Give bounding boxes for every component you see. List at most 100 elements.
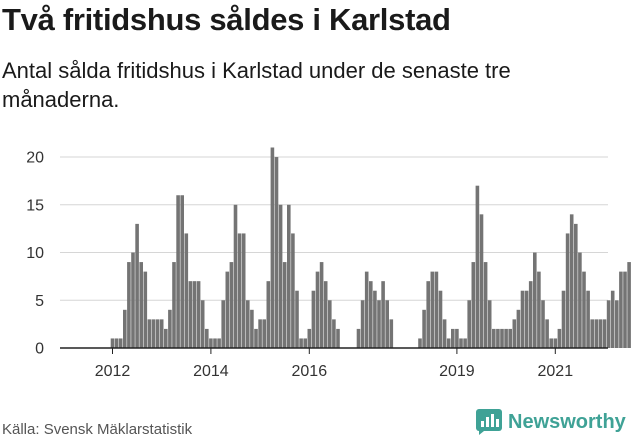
bar: [586, 290, 590, 348]
newsworthy-logo[interactable]: Newsworthy: [476, 409, 626, 435]
bar: [557, 328, 562, 348]
bar: [139, 262, 143, 348]
bar: [221, 300, 225, 348]
bar: [565, 233, 570, 348]
bar: [164, 328, 168, 348]
bar: [233, 204, 238, 348]
bar: [172, 262, 176, 348]
bar: [131, 252, 135, 348]
y-tick-label: 10: [26, 245, 44, 262]
bar: [311, 290, 316, 348]
bar: [184, 233, 189, 348]
bar: [155, 319, 160, 348]
bar: [217, 338, 221, 348]
source-note: Källa: Svensk Mäklarstatistik: [2, 421, 193, 438]
bar: [574, 223, 578, 348]
bar: [110, 338, 115, 348]
bar: [438, 290, 443, 348]
bar: [196, 281, 201, 348]
bar: [123, 309, 127, 348]
bar: [328, 300, 332, 348]
bars: [110, 147, 631, 348]
y-tick-label: 0: [35, 341, 44, 358]
bar: [471, 262, 476, 348]
bar: [270, 147, 275, 348]
bar: [492, 328, 496, 348]
bar: [205, 328, 209, 348]
bar: [487, 300, 492, 348]
bar: [307, 328, 312, 348]
bar: [180, 195, 184, 348]
bar: [537, 271, 541, 348]
bar: [615, 300, 619, 348]
bar: [582, 271, 586, 348]
x-tick-label: 2014: [193, 363, 229, 380]
bar: [209, 338, 213, 348]
bar: [143, 271, 148, 348]
bar: [323, 281, 328, 348]
bar: [451, 328, 455, 348]
bar: [188, 281, 193, 348]
bar: [463, 338, 467, 348]
bar: [176, 195, 180, 348]
bar: [303, 338, 307, 348]
bar: [200, 300, 205, 348]
bar: [430, 271, 435, 348]
bar: [315, 271, 320, 348]
bar: [590, 319, 594, 348]
bar: [291, 233, 295, 348]
bar: [287, 204, 291, 348]
bar: [319, 262, 324, 348]
bar: [225, 271, 230, 348]
bar: [516, 309, 521, 348]
bar: [250, 309, 254, 348]
bar: [282, 262, 287, 348]
newsworthy-logo-icon: [476, 409, 502, 435]
bar: [483, 262, 488, 348]
bar: [360, 300, 365, 348]
chart-title: Två fritidshus såldes i Karlstad: [2, 2, 451, 37]
bar: [127, 262, 131, 348]
bar: [549, 338, 553, 348]
bar: [151, 319, 156, 348]
bar: [541, 300, 545, 348]
bar: [610, 290, 615, 348]
bar: [528, 281, 533, 348]
bar: [508, 328, 512, 348]
x-tick-label: 2019: [439, 363, 475, 380]
bar: [553, 338, 558, 348]
bar: [192, 281, 197, 348]
bar: [520, 290, 525, 348]
bar: [369, 281, 373, 348]
y-tick-label: 20: [26, 150, 44, 167]
bar: [274, 157, 279, 348]
bar: [295, 290, 299, 348]
bar: [459, 338, 463, 348]
brand-name: Newsworthy: [508, 410, 626, 433]
bar: [602, 319, 607, 348]
bar: [496, 328, 500, 348]
bar: [373, 290, 377, 348]
bar: [594, 319, 599, 348]
bar: [479, 214, 484, 348]
bar: [533, 252, 537, 348]
bar: [500, 328, 504, 348]
bar: [135, 223, 139, 348]
bar: [578, 252, 582, 348]
y-axis-ticks: 0 5 10 15 20: [26, 150, 44, 358]
bar: [389, 319, 394, 348]
bar: [266, 281, 271, 348]
y-tick-label: 5: [35, 293, 44, 310]
bar: [229, 262, 234, 348]
bar: [254, 328, 258, 348]
bar: [426, 281, 430, 348]
x-axis-ticks: 201220142016201920212023: [95, 348, 573, 380]
chart-subtitle: Antal sålda fritidshus i Karlstad under …: [2, 58, 511, 112]
bar: [623, 271, 627, 348]
bar: [545, 319, 549, 348]
bar: [262, 319, 266, 348]
bar: [524, 290, 529, 348]
bar: [332, 319, 336, 348]
bar: [241, 233, 246, 348]
